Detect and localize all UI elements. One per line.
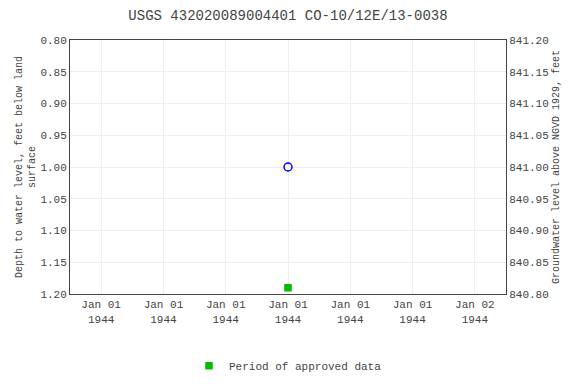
- svg-text:840.85: 840.85: [509, 257, 549, 269]
- svg-text:841.20: 841.20: [509, 35, 549, 47]
- svg-text:Jan 011944: Jan 011944: [206, 299, 246, 325]
- svg-text:Period of approved data: Period of approved data: [229, 361, 381, 373]
- svg-text:0.80: 0.80: [40, 35, 66, 47]
- svg-text:Jan 011944: Jan 011944: [330, 299, 370, 325]
- svg-text:840.90: 840.90: [509, 225, 549, 237]
- svg-text:1.10: 1.10: [40, 225, 66, 237]
- svg-text:840.95: 840.95: [509, 194, 549, 206]
- svg-text:0.85: 0.85: [40, 67, 66, 79]
- svg-text:1.20: 1.20: [40, 289, 66, 301]
- svg-text:841.15: 841.15: [509, 67, 549, 79]
- svg-text:1.05: 1.05: [40, 194, 66, 206]
- svg-text:841.05: 841.05: [509, 130, 549, 142]
- svg-text:Depth to water level, feet bel: Depth to water level, feet below landsur…: [14, 56, 38, 278]
- svg-text:Jan 011944: Jan 011944: [393, 299, 433, 325]
- svg-text:841.00: 841.00: [509, 162, 549, 174]
- svg-text:Jan 011944: Jan 011944: [144, 299, 184, 325]
- svg-text:Jan 011944: Jan 011944: [268, 299, 308, 325]
- svg-text:Groundwater level above NGVD 1: Groundwater level above NGVD 1929, feet: [551, 50, 562, 284]
- svg-text:0.95: 0.95: [40, 130, 66, 142]
- svg-text:1.00: 1.00: [40, 162, 66, 174]
- svg-text:1.15: 1.15: [40, 257, 66, 269]
- svg-text:Jan 011944: Jan 011944: [81, 299, 121, 325]
- svg-text:USGS 432020089004401 CO-10/12E: USGS 432020089004401 CO-10/12E/13-0038: [128, 8, 447, 24]
- svg-text:0.90: 0.90: [40, 98, 66, 110]
- svg-text:841.10: 841.10: [509, 98, 549, 110]
- svg-text:840.80: 840.80: [509, 289, 549, 301]
- svg-text:Jan 021944: Jan 021944: [455, 299, 495, 325]
